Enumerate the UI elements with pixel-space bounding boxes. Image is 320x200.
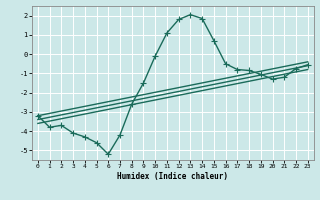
X-axis label: Humidex (Indice chaleur): Humidex (Indice chaleur) bbox=[117, 172, 228, 181]
